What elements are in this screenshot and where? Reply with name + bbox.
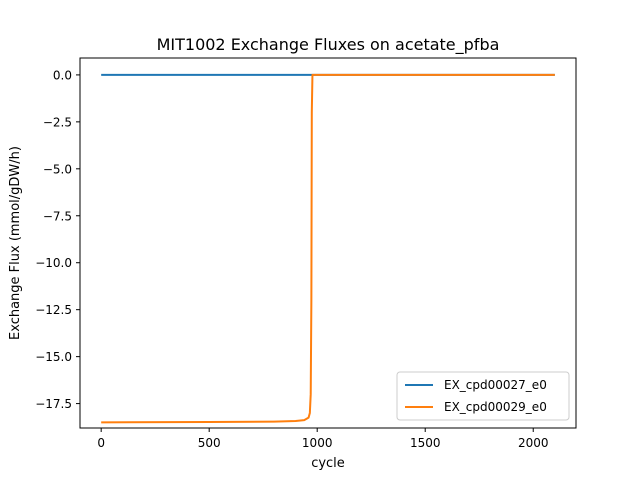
y-tick-label: −7.5 — [43, 209, 72, 223]
chart-title: MIT1002 Exchange Fluxes on acetate_pfba — [157, 35, 500, 55]
y-tick-label: −10.0 — [35, 256, 72, 270]
x-axis-label: cycle — [311, 456, 345, 471]
y-tick-label: −17.5 — [35, 397, 72, 411]
y-tick-label: 0.0 — [53, 68, 72, 82]
series-line-ex-cpd00029-e0 — [101, 73, 555, 424]
y-tick-label: −5.0 — [43, 162, 72, 176]
legend: EX_cpd00027_e0 EX_cpd00029_e0 — [396, 371, 570, 421]
y-tick-label: −12.5 — [35, 303, 72, 317]
x-tick-label: 2000 — [518, 436, 549, 450]
y-tick-label: −15.0 — [35, 350, 72, 364]
y-axis: 0.0 −2.5 −5.0 −7.5 −10.0 −12.5 −15.0 −17.5 — [35, 68, 80, 411]
x-tick-label: 0 — [97, 436, 105, 450]
legend-label-ex-cpd00029: EX_cpd00029_e0 — [444, 400, 547, 414]
y-tick-label: −2.5 — [43, 115, 72, 129]
x-tick-label: 1500 — [410, 436, 441, 450]
x-tick-label: 500 — [198, 436, 221, 450]
plot-frame — [79, 57, 577, 429]
x-axis: 0 500 1000 1500 2000 — [97, 428, 548, 450]
legend-label-ex-cpd00027: EX_cpd00027_e0 — [444, 378, 547, 392]
x-tick-label: 1000 — [302, 436, 333, 450]
series-lines — [101, 73, 555, 424]
legend-box — [396, 371, 570, 421]
y-axis-label: Exchange Flux (mmol/gDW/h) — [8, 146, 23, 340]
